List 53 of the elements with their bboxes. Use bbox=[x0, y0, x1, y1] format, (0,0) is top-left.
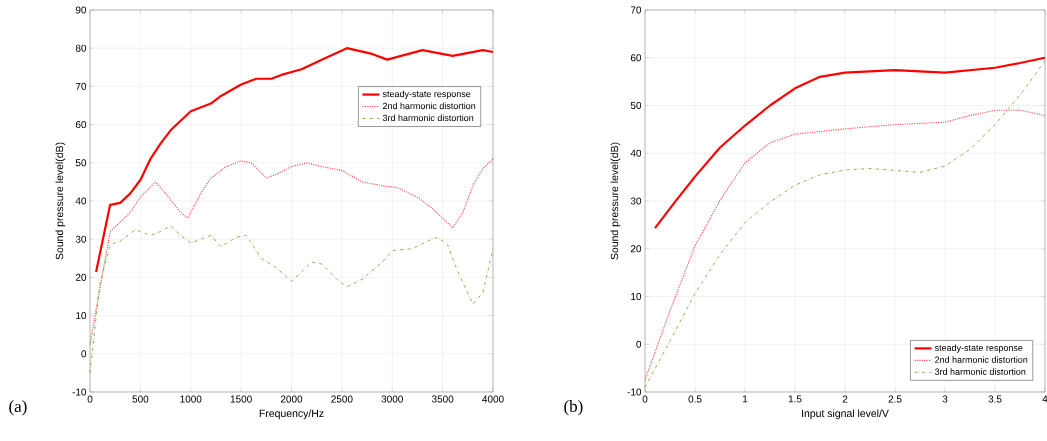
y-tick-label: 70 bbox=[630, 6, 642, 14]
x-axis-title: Frequency/Hz bbox=[259, 409, 324, 420]
x-tick-label: 1.5 bbox=[788, 395, 802, 403]
text: (b) bbox=[564, 400, 583, 416]
x-tick-label: 1500 bbox=[230, 395, 252, 403]
line-series bbox=[644, 109, 1046, 381]
x-tick-label: 4 bbox=[1042, 395, 1047, 403]
y-tick-label: 40 bbox=[630, 149, 642, 157]
x-axis-title: Input signal level/V bbox=[802, 409, 889, 420]
x-tick-label: 0 bbox=[642, 395, 648, 403]
x-tick-label: 2 bbox=[842, 395, 848, 403]
x-tick-label: 2.5 bbox=[888, 395, 902, 403]
y-tick-label: 30 bbox=[75, 235, 87, 243]
line-series bbox=[653, 56, 1047, 230]
y-tick-label: 0 bbox=[81, 350, 87, 358]
y-tick-label: 60 bbox=[75, 121, 87, 129]
x-tick-label: 0 bbox=[87, 395, 93, 403]
y-tick-label: 30 bbox=[630, 197, 642, 205]
x-tick-label: 4000 bbox=[482, 395, 504, 403]
y-tick-label: -10 bbox=[627, 388, 642, 396]
x-tick-label: 2500 bbox=[331, 395, 353, 403]
y-tick-label: 80 bbox=[75, 44, 87, 52]
y-tick-label: 20 bbox=[630, 245, 642, 253]
y-tick-label: 0 bbox=[636, 340, 642, 348]
legend-label: steady-state response bbox=[382, 90, 471, 99]
y-tick-label: 20 bbox=[75, 273, 87, 281]
legend-label: steady-state response bbox=[934, 344, 1023, 353]
legend-label: 2nd harmonic distortion bbox=[382, 102, 476, 110]
y-tick-label: 50 bbox=[630, 101, 642, 110]
legend-label: 2nd harmonic distortion bbox=[935, 356, 1028, 363]
y-tick-label: -10 bbox=[72, 388, 87, 396]
line-series bbox=[89, 158, 494, 346]
legend-label: 3rd harmonic distortion bbox=[382, 114, 474, 122]
y-tick-label: 70 bbox=[75, 82, 87, 90]
y-axis-title: Sound pressure level(dB) bbox=[610, 142, 621, 260]
x-tick-label: 3000 bbox=[381, 395, 403, 403]
y-tick-label: 40 bbox=[75, 197, 87, 205]
y-tick-label: 10 bbox=[631, 292, 642, 301]
x-tick-label: 500 bbox=[132, 395, 149, 403]
x-tick-label: 3.5 bbox=[988, 395, 1002, 403]
x-tick-label: 1 bbox=[743, 395, 748, 403]
y-tick-label: 50 bbox=[75, 159, 87, 167]
x-tick-label: 2000 bbox=[280, 395, 303, 403]
y-axis-title: Sound pressure level(dB) bbox=[55, 142, 66, 260]
y-tick-label: 90 bbox=[75, 6, 87, 14]
text: (a) bbox=[9, 400, 27, 416]
legend-label: 3rd harmonic distortion bbox=[934, 368, 1026, 375]
y-tick-label: 60 bbox=[630, 54, 642, 62]
x-tick-label: 3500 bbox=[431, 395, 454, 403]
x-tick-label: 0.5 bbox=[688, 395, 702, 403]
x-tick-label: 3 bbox=[942, 395, 948, 403]
x-tick-label: 1000 bbox=[180, 395, 202, 403]
y-tick-label: 10 bbox=[76, 312, 87, 320]
